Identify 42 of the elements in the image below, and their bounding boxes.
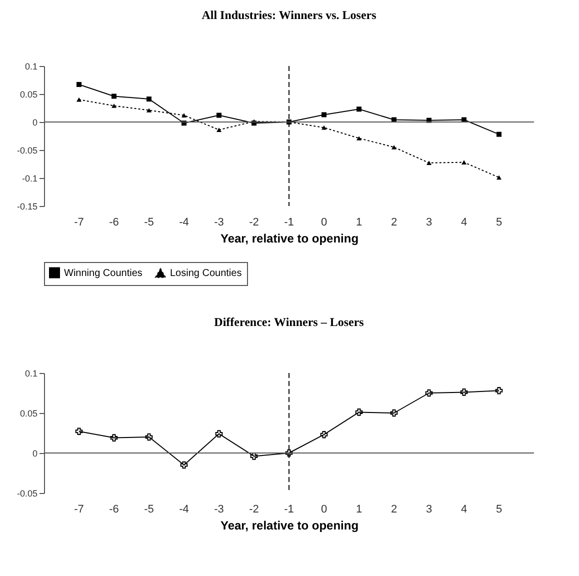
x-tick-label: -4: [179, 216, 189, 228]
x-tick-label: -2: [249, 216, 259, 228]
x-tick-label: 0: [320, 216, 328, 228]
x-tick-label: 2: [390, 216, 398, 228]
x-tick-label: 4: [460, 216, 468, 228]
x-tick-label: -1: [284, 216, 294, 228]
x-tick-label: -3: [214, 504, 224, 516]
y-tick-label: 0.1: [24, 368, 38, 378]
x-tick-label: -6: [109, 504, 119, 516]
x-tick-label: -2: [249, 504, 259, 516]
y-tick-label: -0.05: [16, 146, 38, 156]
x-tick-label: -5: [144, 504, 154, 516]
x-tick-label: 0: [320, 504, 328, 516]
y-tick-label: 0: [32, 118, 38, 128]
x-tick-label: -7: [74, 504, 84, 516]
x-tick-label: -6: [109, 216, 119, 228]
x-tick-label: 4: [460, 504, 468, 516]
x-tick-label: -7: [74, 216, 84, 228]
x-tick-label: -1: [284, 504, 294, 516]
x-tick-label: 5: [496, 504, 502, 516]
x-tick-label: 2: [390, 504, 398, 516]
y-tick-label: -0.05: [16, 488, 38, 498]
y-tick-label: 0.1: [24, 62, 38, 72]
x-tick-label: 1: [356, 216, 362, 228]
legend-label: Winning Counties: [64, 268, 142, 279]
x-tick-label: -5: [144, 216, 154, 228]
x-axis-title: Year, relative to opening: [220, 518, 359, 532]
x-tick-label: 5: [496, 216, 502, 228]
x-tick-label: 3: [426, 504, 432, 516]
x-tick-label: -3: [214, 216, 224, 228]
x-axis-title: Year, relative to opening: [220, 232, 359, 246]
y-tick-label: 0.05: [20, 408, 38, 418]
y-tick-label: -0.1: [22, 174, 38, 184]
x-tick-label: 1: [356, 504, 362, 516]
y-tick-label: 0: [32, 448, 38, 458]
chart-title: All Industries: Winners vs. Losers: [202, 8, 377, 22]
legend-label: Losing Counties: [170, 268, 242, 280]
y-tick-label: -0.15: [16, 202, 38, 212]
y-tick-label: 0.05: [20, 90, 38, 100]
x-tick-label: 3: [426, 216, 432, 228]
chart-title: Difference: Winners – Losers: [214, 315, 364, 329]
x-tick-label: -4: [179, 504, 189, 516]
